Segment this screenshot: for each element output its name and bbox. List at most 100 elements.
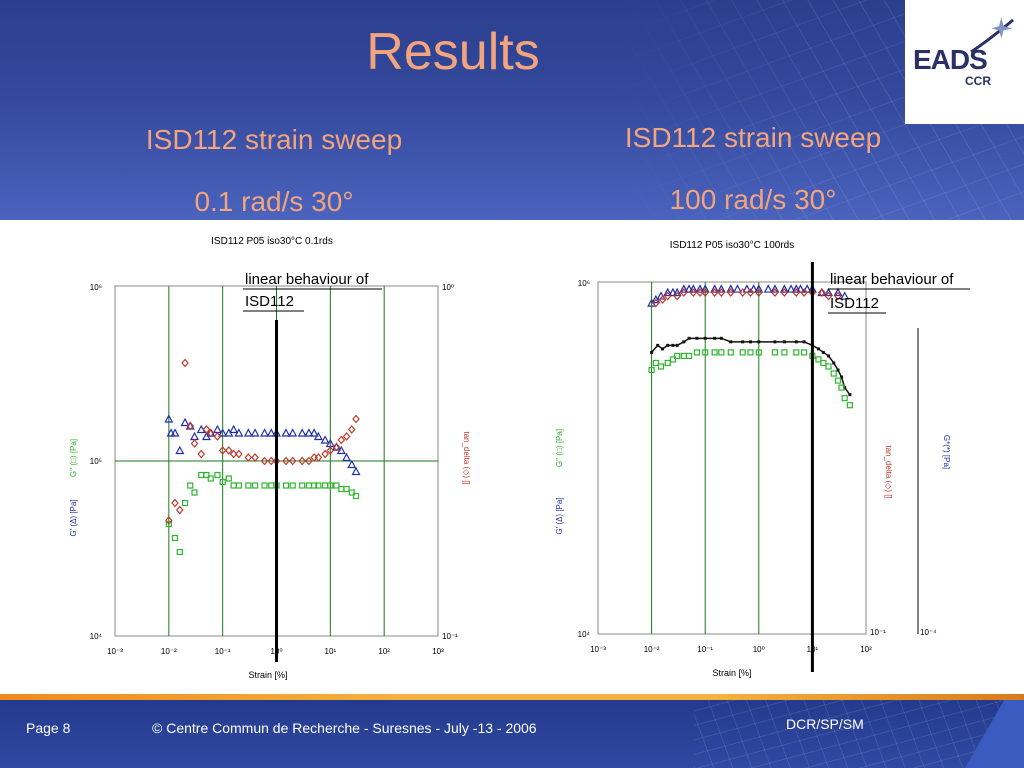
data-point [663,287,673,297]
data-point [689,288,698,297]
data-point [742,284,752,293]
data-point [245,482,252,489]
data-point [652,359,659,367]
data-point [661,347,665,351]
data-point [824,291,833,301]
data-point [251,482,259,489]
data-point [218,446,227,455]
x-tick-label: 10³ [432,647,444,656]
data-point [310,453,318,462]
data-point [206,428,215,438]
data-point [726,288,735,297]
data-point [656,343,660,347]
data-point [267,456,276,466]
data-point [710,288,719,297]
data-point [834,291,842,301]
y-tick-label: 10⁶ [90,283,102,292]
data-point [669,356,677,363]
data-point [802,340,806,344]
y2-tick-label: 10⁰ [442,283,454,292]
x-tick-label: 10⁰ [753,645,765,654]
copyright-text: © Centre Commun de Recherche - Suresnes … [152,720,537,736]
data-point [288,456,297,466]
data-point [337,435,346,445]
data-point [658,295,667,305]
data-series [164,358,361,556]
data-point [314,453,323,462]
grid-lines [651,282,813,634]
eads-logo: EADS CCR [905,0,1024,124]
data-point [672,287,682,297]
slide-title: Results [366,23,540,81]
data-point [305,482,313,489]
data-point [685,352,693,360]
data-point [203,471,210,479]
data-point [664,359,671,367]
data-point [181,499,189,507]
x-tick-label: 10⁻³ [590,645,606,654]
data-point [338,485,345,493]
data-point [288,428,298,437]
data-point [710,284,720,293]
annotation-line2: ISD112 [245,293,294,310]
data-point [727,349,734,356]
data-point [821,350,825,354]
department-code: DCR/SP/SM [786,716,864,732]
y-axis-label-top: G'' (□) [Pa] [69,439,78,477]
data-point [738,288,747,297]
x-tick-labels: 10⁻³10⁻²10⁻¹10⁰10¹10² [590,645,872,654]
chart-left: ISD112 P05 iso30°C 0.1rds 10⁻³ 10⁻² 10⁻¹ 10… [69,236,471,680]
data-point [739,349,746,356]
annotation-line2: ISD112 [830,295,879,312]
data-point [817,347,821,351]
data-point [342,452,352,462]
y2-axis-label: tan_delta (◇) [] [884,445,893,498]
data-point [207,475,214,482]
data-point [171,534,179,542]
x-tick-label: 10² [378,647,390,656]
data-point [650,350,654,354]
x-tick-label: 10⁻² [644,645,660,654]
data-point [836,368,840,372]
footer-corner-decoration [964,700,1024,768]
data-point [230,482,237,489]
chart-title: ISD112 P05 iso30°C 0.1rds [211,236,333,247]
x-tick-label: 10⁻² [161,647,177,656]
data-point [251,453,259,462]
data-point [693,349,700,356]
data-point [333,482,340,489]
data-point [234,428,244,437]
data-point [701,288,709,297]
data-point [197,449,206,459]
data-point [718,349,725,356]
data-point [243,428,253,437]
data-point [250,428,260,437]
data-point [261,482,268,489]
data-point [682,340,686,344]
data-point [235,482,242,489]
data-point [684,284,694,293]
data-point [771,288,779,297]
data-point [191,489,198,496]
data-point [212,424,222,434]
data-point [832,361,836,365]
data-point [780,288,789,297]
data-point [827,354,831,358]
data-point [781,349,788,356]
data-point [833,287,843,297]
data-point [260,428,270,437]
data-point [348,489,355,496]
data-point [695,336,699,340]
data-point [164,414,174,423]
data-point [830,370,837,377]
data-point [351,466,361,476]
logo-name: EADS [913,44,988,75]
data-point [342,432,351,441]
data-point [652,298,660,308]
data-point [782,340,786,344]
data-point [687,336,691,340]
data-point [732,284,742,293]
data-point [327,482,334,489]
data-point [313,431,323,441]
data-point [266,428,276,437]
